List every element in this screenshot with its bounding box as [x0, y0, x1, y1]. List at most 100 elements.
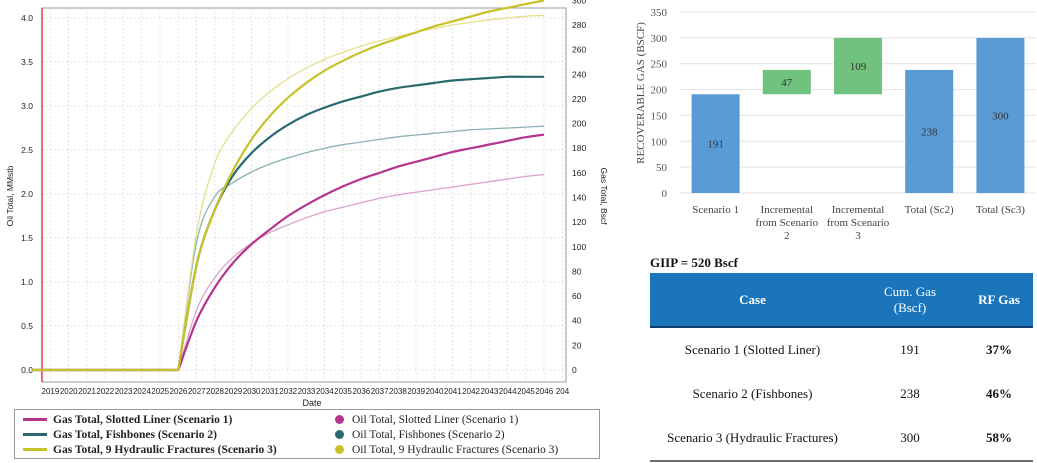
bar: [834, 37, 882, 95]
legend-dot: [335, 415, 344, 424]
cell-cum-gas: 191: [900, 342, 920, 357]
legend-swatch: [23, 418, 47, 421]
x-tick-label: 2038: [389, 387, 407, 396]
y-left-tick-label: 4.0: [21, 13, 33, 23]
gas-scenario2-line: [31, 75, 545, 372]
header-rf-gas: RF Gas: [965, 273, 1033, 328]
bar: [976, 37, 1025, 193]
y-left-tick-label: 1.5: [21, 233, 33, 243]
series-lines: [31, 0, 545, 372]
bar-category-label: Incremental: [761, 204, 814, 216]
table-header-row: Case Cum. Gas (Bscf) RF Gas: [650, 273, 1033, 328]
y-right-tick-label: 0: [572, 365, 577, 375]
legend-label: Gas Total, 9 Hydraulic Fractures (Scenar…: [53, 443, 277, 456]
x-ticks: 2019 2020 2021 2022 2023 2024 2025 2026 2027 2028…: [42, 387, 570, 396]
legend-oil-scenario2: Oil Total, Fishbones (Scenario 2): [335, 427, 505, 442]
legend-dot: [335, 430, 344, 439]
x-tick-label: 2046: [535, 387, 553, 396]
y-left-ticks: 0.0 0.5 1.0 1.5 2.0 2.5 3.0 3.5 4.0: [21, 13, 33, 375]
production-forecast-chart: 0.00.51.01.52.02.53.03.54.0 020406080100…: [5, 0, 609, 408]
x-tick-label: 2029: [224, 387, 242, 396]
x-tick-label: 2035: [334, 387, 352, 396]
oil-scenario3-line: [31, 14, 545, 371]
table-row: Scenario 1 (Slotted Liner) 191 37%: [650, 327, 1033, 372]
x-tick-label: 2041: [444, 387, 462, 396]
x-tick-label: 2040: [426, 387, 444, 396]
x-tick-label: 2021: [78, 387, 96, 396]
gas-scenario3-line: [31, 0, 545, 372]
y-left-tick-label: 3.5: [21, 57, 33, 67]
cell-case: Scenario 3 (Hydraulic Fractures): [650, 416, 855, 462]
y-left-tick-label: 0.0: [21, 365, 33, 375]
legend-gas-scenario1: Gas Total, Slotted Liner (Scenario 1): [23, 412, 232, 427]
y-left-tick-label: 0.5: [21, 321, 33, 331]
bar: [762, 69, 811, 95]
legend-label: Gas Total, Slotted Liner (Scenario 1): [53, 413, 233, 426]
chart-legend: Gas Total, Slotted Liner (Scenario 1) Ga…: [14, 409, 600, 459]
y-left-tick-label: 2.5: [21, 145, 33, 155]
x-tick-label: 2034: [316, 387, 334, 396]
legend-label: Oil Total, Slotted Liner (Scenario 1): [352, 413, 519, 426]
giip-title: GIIP = 520 Bscf: [650, 255, 738, 270]
y-right-tick-label: 140: [572, 193, 586, 203]
legend-swatch: [23, 433, 47, 436]
x-tick-label: 2020: [60, 387, 78, 396]
table-row: Scenario 2 (Fishbones) 238 46%: [650, 372, 1033, 416]
header-case: Case: [650, 273, 855, 328]
x-tick-label: 2030: [243, 387, 261, 396]
x-tick-label: 2027: [188, 387, 206, 396]
oil-scenario2-line: [31, 125, 545, 371]
legend-oil-scenario1: Oil Total, Slotted Liner (Scenario 1): [335, 412, 518, 427]
bar-y-tick-label: 150: [651, 110, 668, 122]
y-right-tick-label: 60: [572, 291, 582, 301]
x-tick-label: 2045: [517, 387, 535, 396]
y-right-tick-label: 120: [572, 217, 586, 227]
legend-gas-scenario3: Gas Total, 9 Hydraulic Fractures (Scenar…: [23, 442, 277, 457]
legend-dot: [335, 445, 344, 454]
x-tick-label: 2036: [352, 387, 370, 396]
y-right-axis-label: Gas Total, Bscf: [599, 167, 609, 225]
bar-y-tick-label: 200: [651, 85, 668, 97]
bar-category-label: Total (Sc2): [905, 204, 954, 216]
bar-category-label: Total (Sc3): [976, 204, 1025, 216]
bar-category-label: from Scenario: [827, 217, 890, 229]
recovery-factor-table: Case Cum. Gas (Bscf) RF Gas Scenario 1 (…: [650, 273, 1033, 462]
bar-value-label: 47: [781, 77, 793, 89]
gas-scenario1-line: [31, 133, 545, 372]
bar-value-label: 109: [850, 61, 867, 73]
x-axis-label: Date: [302, 398, 321, 408]
x-tick-label: 2023: [115, 387, 133, 396]
bar-y-tick-label: 100: [651, 136, 668, 148]
bar: [905, 69, 954, 193]
legend-label: Gas Total, Fishbones (Scenario 2): [53, 428, 217, 441]
y-right-tick-label: 280: [572, 20, 586, 30]
x-tick-label: 2031: [261, 387, 279, 396]
header-cum-gas: Cum. Gas (Bscf): [855, 273, 965, 328]
y-right-tick-label: 20: [572, 340, 582, 350]
bar-category-label: 2: [784, 230, 790, 242]
y-right-ticks: 0 20 40 60 80 100 120 140 160 180 200 220 240 260 280 3…: [572, 0, 586, 375]
legend-label: Oil Total, 9 Hydraulic Fractures (Scenar…: [352, 443, 559, 456]
bar-y-tick-label: 50: [656, 162, 668, 174]
y-left-tick-label: 3.0: [21, 101, 33, 111]
x-tick-label: 2025: [151, 387, 169, 396]
bar-category-label: Scenario 1: [692, 204, 739, 216]
x-tick-label: 2042: [462, 387, 480, 396]
y-right-tick-label: 160: [572, 168, 586, 178]
y-right-tick-label: 240: [572, 69, 586, 79]
table-row: Scenario 3 (Hydraulic Fractures) 300 58%: [650, 416, 1033, 462]
plot-area: [41, 7, 567, 383]
legend-label: Oil Total, Fishbones (Scenario 2): [352, 428, 505, 441]
x-tick-label: 2028: [206, 387, 224, 396]
y-left-tick-label: 1.0: [21, 277, 33, 287]
x-tick-label: 2044: [499, 387, 517, 396]
bar-category-label: Incremental: [832, 204, 885, 216]
bars: 191 47 109 238 300: [691, 37, 1025, 193]
cell-rf-gas: 37%: [986, 342, 1012, 357]
legend-swatch: [23, 448, 47, 451]
y-left-tick-label: 2.0: [21, 189, 33, 199]
x-tick-label: 2019: [42, 387, 60, 396]
legend-oil-scenario3: Oil Total, 9 Hydraulic Fractures (Scenar…: [335, 442, 558, 457]
bar: [691, 94, 740, 193]
cell-case: Scenario 2 (Fishbones): [692, 386, 813, 401]
